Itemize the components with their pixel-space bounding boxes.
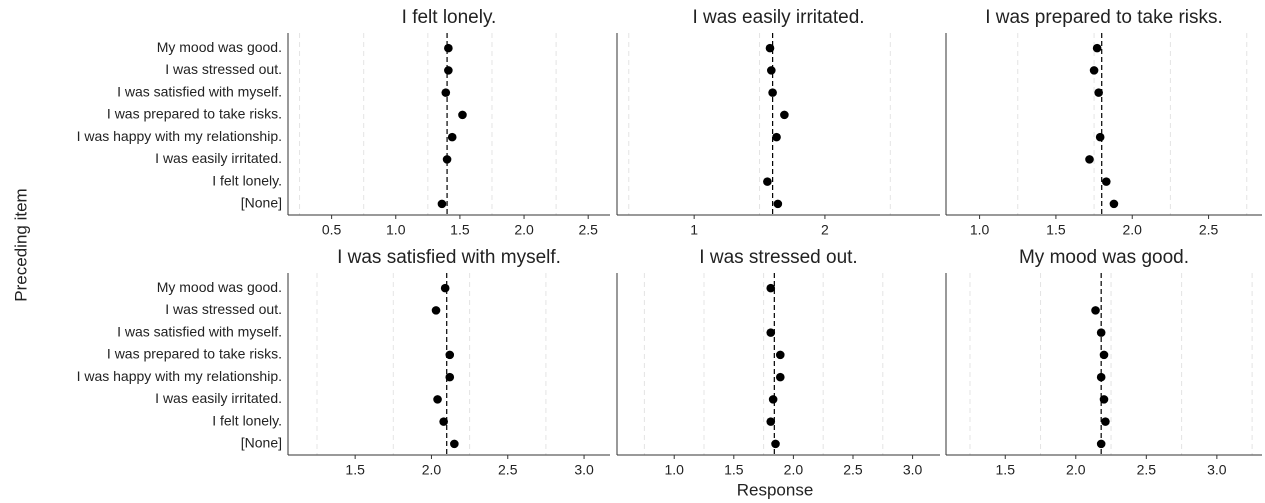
panel-title: I was stressed out. [699,247,857,268]
point [437,199,447,209]
x-tick-label: 1.5 [345,462,365,478]
point [433,395,442,404]
point [1101,177,1111,186]
point [766,283,776,293]
point [441,88,451,97]
x-tick-label: 1.5 [996,462,1016,478]
point [1109,199,1119,209]
y-tick-label: [None] [241,435,282,451]
y-tick-label: I was stressed out. [165,301,282,317]
x-tick-label: 1 [690,222,698,238]
point [763,177,772,186]
point [444,43,453,53]
x-tick-label: 2.0 [1123,222,1143,238]
point [1099,350,1109,360]
point [442,155,452,164]
y-tick-label: I was easily irritated. [155,150,282,166]
panel-title: I felt lonely. [402,7,497,28]
x-tick-label: 1.0 [386,222,406,238]
y-tick-label: I was prepared to take risks. [107,346,282,362]
x-tick-label: 3.0 [574,462,594,478]
point [447,132,457,142]
x-tick-label: 2.5 [1199,222,1219,238]
point [444,66,453,75]
x-tick-label: 1.5 [450,222,470,238]
point [1085,155,1094,164]
x-tick-label: 2.5 [843,462,863,478]
x-tick-label: 1.0 [664,462,684,478]
y-tick-label: I was satisfied with myself. [117,323,282,339]
y-tick-label: I was easily irritated. [155,390,282,406]
point [771,439,780,449]
point [1094,88,1103,97]
point [439,417,448,426]
y-tick-label: I felt lonely. [212,412,282,428]
point [773,199,783,209]
point [1096,328,1106,337]
point [1101,417,1110,426]
point [766,328,776,337]
y-tick-label: My mood was good. [157,279,282,295]
point [440,283,450,293]
y-tick-label: I was happy with my relationship. [77,128,282,144]
point [768,395,778,404]
x-tick-label: 2 [821,222,829,238]
point [1089,66,1099,75]
panel-title: My mood was good. [1019,247,1189,268]
panel-title: I was easily irritated. [692,7,864,28]
y-tick-label: I felt lonely. [212,172,282,188]
point [1092,43,1102,53]
point [775,350,785,360]
point [1096,372,1106,382]
panel-title: I was satisfied with myself. [337,247,561,268]
x-tick-label: 3.0 [1207,462,1227,478]
y-tick-label: I was happy with my relationship. [77,368,282,384]
point [780,110,789,120]
point [775,372,785,382]
point [1099,395,1109,404]
x-tick-label: 2.0 [1066,462,1086,478]
point [767,66,776,75]
point [1096,439,1106,449]
x-tick-label: 2.5 [578,222,598,238]
point [445,372,455,382]
y-tick-label: I was satisfied with myself. [117,83,282,99]
point [1095,132,1105,142]
x-tick-label: 2.0 [784,462,804,478]
x-tick-label: 2.5 [1137,462,1157,478]
y-tick-label: [None] [241,195,282,211]
point [766,417,776,426]
point [458,110,467,120]
x-tick-label: 0.5 [322,222,342,238]
x-tick-label: 1.5 [1046,222,1066,238]
point [772,132,781,142]
point [1091,306,1100,315]
panel-title: I was prepared to take risks. [985,7,1223,28]
y-tick-label: My mood was good. [157,39,282,55]
x-axis-label: Response [737,480,814,499]
x-tick-label: 1.5 [724,462,744,478]
y-tick-label: I was prepared to take risks. [107,106,282,122]
point [450,439,459,449]
point [445,350,455,360]
point [431,306,441,315]
point [768,88,777,97]
x-tick-label: 3.0 [903,462,923,478]
x-tick-label: 2.5 [498,462,518,478]
point [765,43,775,53]
y-tick-label: I was stressed out. [165,61,282,77]
y-axis-label: Preceding item [11,188,30,301]
x-tick-label: 2.0 [514,222,534,238]
x-tick-label: 2.0 [422,462,442,478]
x-tick-label: 1.0 [970,222,990,238]
